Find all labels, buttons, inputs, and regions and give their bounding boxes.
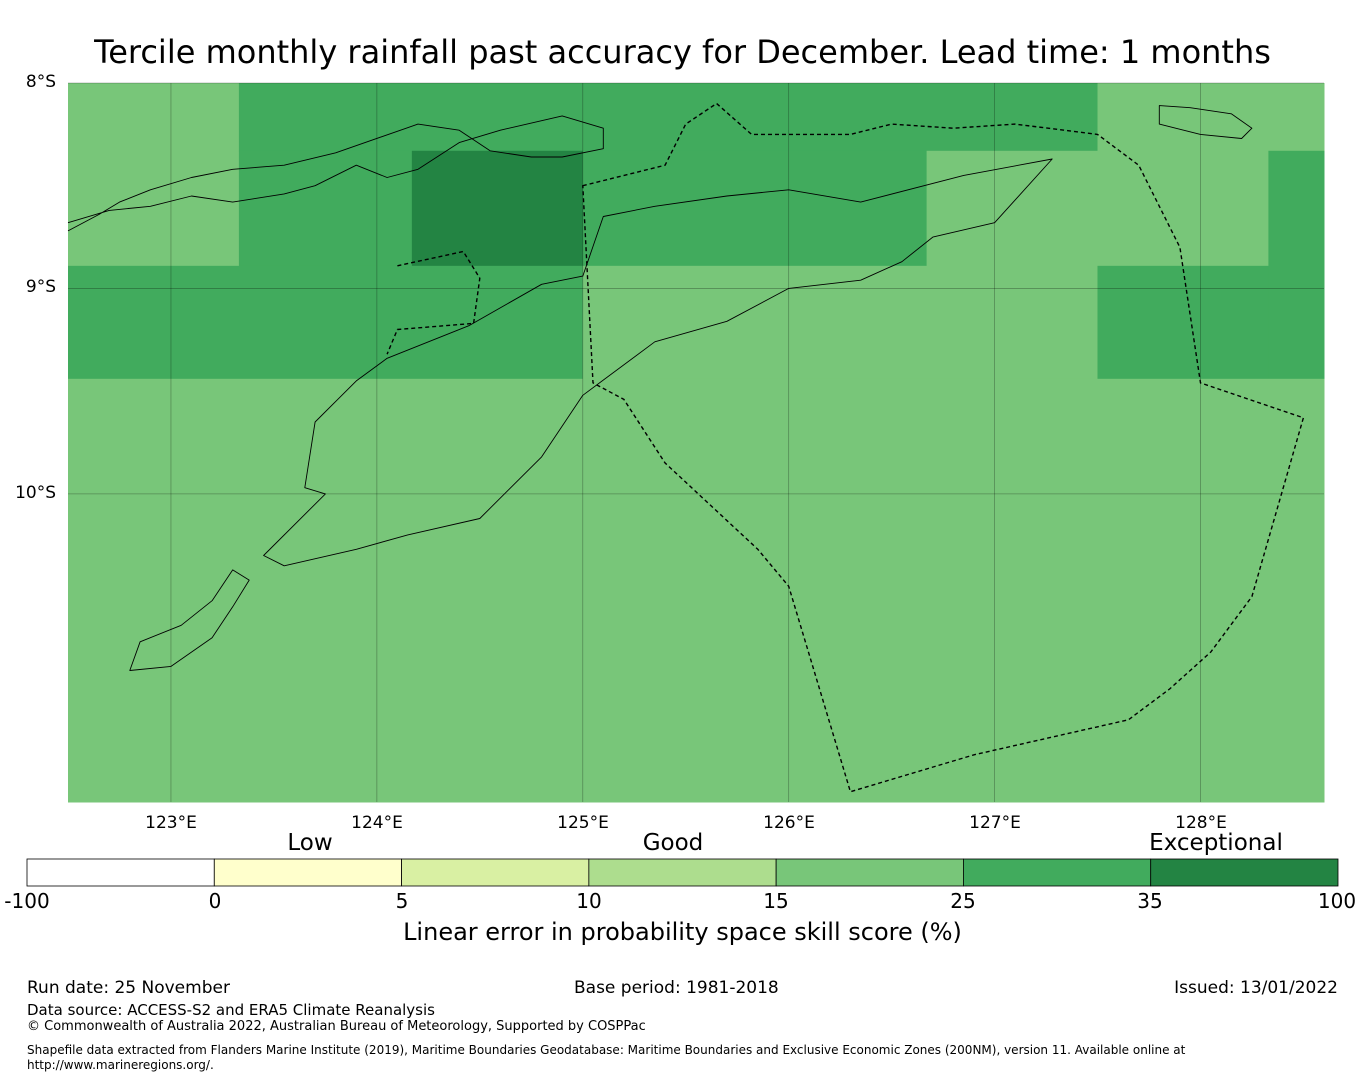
skill-cell (238, 150, 413, 267)
skill-cell (68, 83, 240, 267)
colorbar-label: Linear error in probability space skill … (403, 918, 962, 946)
skill-cell (1268, 150, 1325, 380)
colorbar-category-low: Low (287, 830, 333, 856)
lon-label-123e: 123°E (145, 813, 197, 833)
data-source: Data source: ACCESS-S2 and ERA5 Climate … (27, 1001, 435, 1019)
skill-cell (582, 265, 1099, 380)
colorbar-swatch (213, 858, 402, 887)
issued-date: Issued: 13/01/2022 (1174, 978, 1338, 998)
skill-cell (1097, 83, 1325, 152)
shapefile-url: http://www.marineregions.org/. (27, 1058, 214, 1072)
skill-cell (582, 150, 928, 267)
rote-coastline (129, 569, 250, 671)
lon-label-126e: 126°E (763, 813, 815, 833)
shapefile-credit: Shapefile data extracted from Flanders M… (27, 1043, 1186, 1057)
skill-cell (68, 265, 584, 380)
lat-label-10s: 10°S (15, 483, 56, 503)
skill-cell (1097, 265, 1269, 380)
oecusse-boundary (386, 250, 481, 355)
skill-cell (926, 150, 1269, 267)
lon-label-124e: 124°E (351, 813, 403, 833)
colorbar-tick: 0 (208, 889, 222, 913)
colorbar-swatch (963, 858, 1152, 887)
colorbar-tick: 35 (1137, 889, 1163, 913)
colorbar-tick: 100 (1317, 889, 1357, 913)
colorbar-tick: -100 (4, 889, 50, 913)
wetar-coastline (1158, 105, 1253, 139)
timor-coastline (263, 158, 1053, 567)
colorbar-swatch (1150, 858, 1339, 887)
colorbar-swatch (26, 858, 215, 887)
colorbar-category-exceptional: Exceptional (1149, 830, 1283, 856)
run-date: Run date: 25 November (27, 978, 230, 998)
lat-label-8s: 8°S (25, 72, 56, 92)
copyright: © Commonwealth of Australia 2022, Austra… (27, 1019, 646, 1034)
colorbar-swatch (775, 858, 964, 887)
colorbar-tick: 10 (576, 889, 602, 913)
skill-cell (582, 83, 1099, 152)
colorbar-tick: 15 (763, 889, 789, 913)
base-period: Base period: 1981-2018 (574, 978, 779, 998)
skill-cell (68, 378, 1325, 803)
colorbar-swatch (588, 858, 777, 887)
lon-label-128e: 128°E (1175, 813, 1227, 833)
colorbar-swatch (401, 858, 590, 887)
skill-cell (411, 83, 584, 152)
lon-label-127e: 127°E (969, 813, 1021, 833)
map-title: Tercile monthly rainfall past accuracy f… (94, 33, 1271, 71)
skill-cell (238, 83, 413, 152)
colorbar-tick: 25 (950, 889, 976, 913)
eez-boundary (582, 102, 1305, 793)
flores-coastline (67, 115, 604, 232)
lon-label-125e: 125°E (557, 813, 609, 833)
colorbar-category-good: Good (642, 830, 704, 856)
colorbar-tick: 5 (395, 889, 409, 913)
skill-cell (411, 150, 584, 267)
lat-label-9s: 9°S (25, 277, 56, 297)
